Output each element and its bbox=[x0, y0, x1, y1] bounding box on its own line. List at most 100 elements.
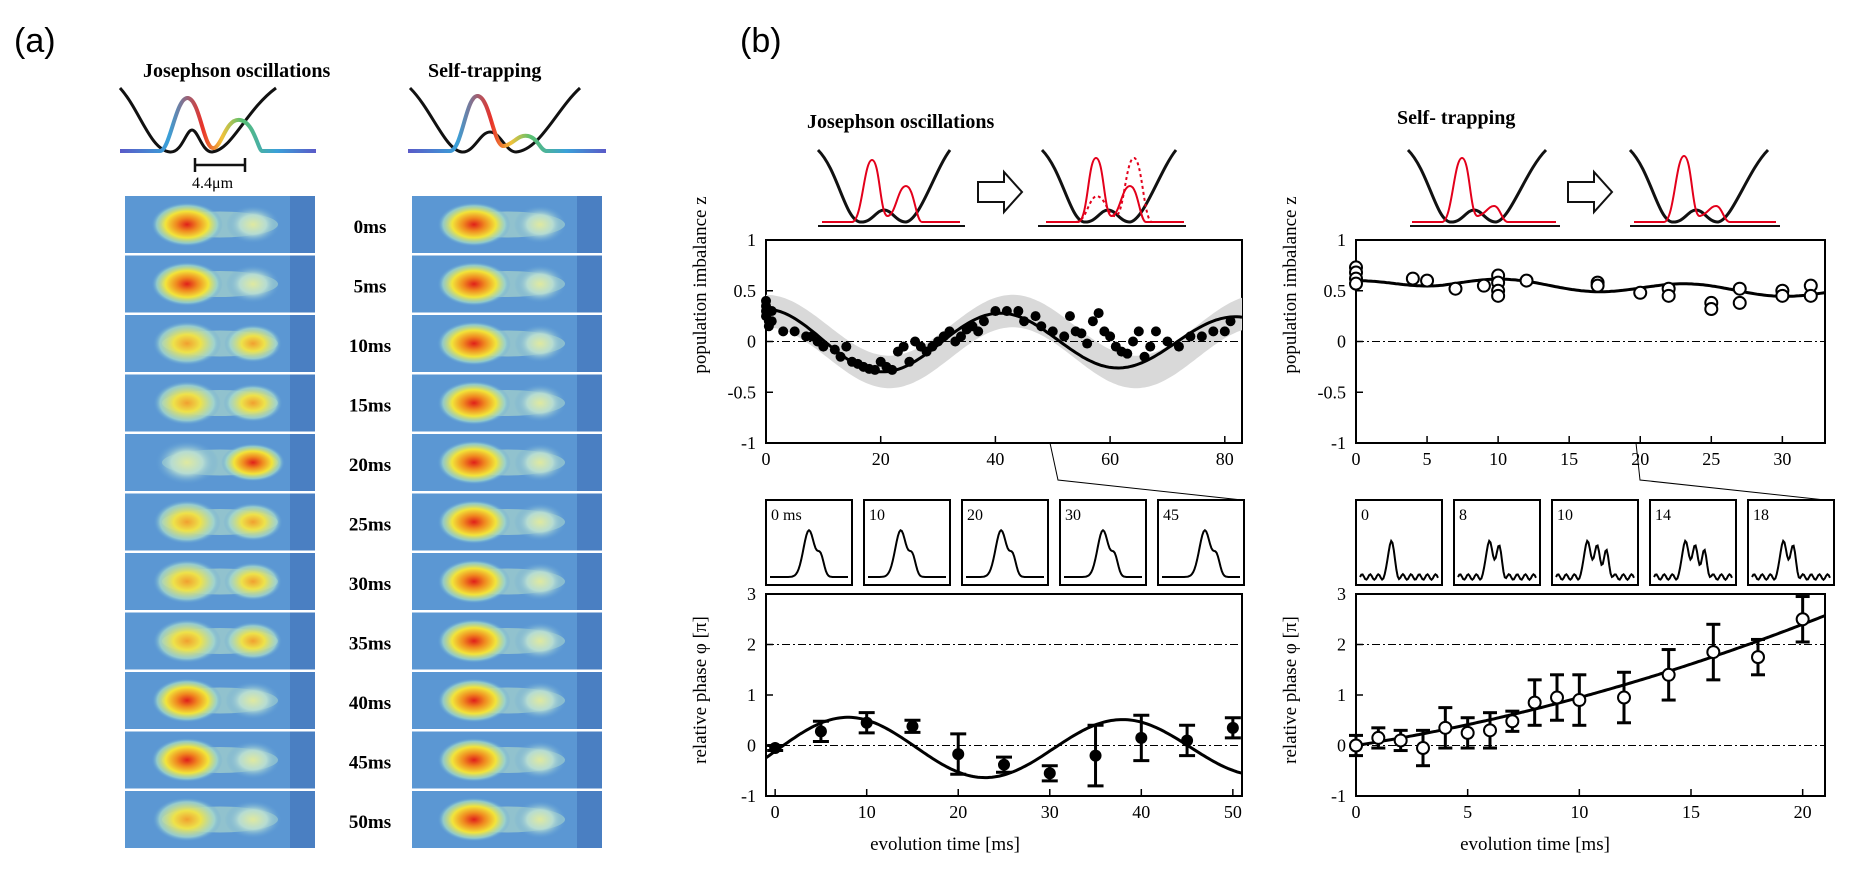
data-point bbox=[1208, 326, 1219, 337]
inset-time-label: 45 bbox=[1163, 507, 1179, 524]
density-inset bbox=[765, 499, 853, 586]
density-profile bbox=[1359, 538, 1439, 582]
x-tick-label: 25 bbox=[1702, 449, 1720, 469]
atom-cloud-left bbox=[151, 738, 223, 782]
inset-time-label: 0 bbox=[1361, 507, 1369, 524]
time-label: 20ms bbox=[349, 455, 391, 476]
density-profile bbox=[868, 529, 946, 578]
time-label: 0ms bbox=[354, 217, 387, 238]
y-tick-label: 0 bbox=[747, 332, 756, 352]
data-point bbox=[869, 364, 880, 375]
absorption-image-right bbox=[412, 672, 602, 729]
atom-cloud-right bbox=[225, 681, 281, 720]
inset-time-label: 18 bbox=[1753, 507, 1769, 524]
time-label: 15ms bbox=[349, 396, 391, 417]
image-edge-shade bbox=[577, 315, 602, 372]
fit-curve bbox=[1355, 614, 1826, 747]
fit-curve bbox=[765, 715, 1243, 780]
atom-cloud-right bbox=[514, 741, 566, 779]
panel-a-title-josephson: Josephson oscillations bbox=[143, 60, 330, 82]
data-point bbox=[1751, 650, 1765, 665]
absorption-image-right bbox=[412, 196, 602, 253]
image-edge-shade bbox=[577, 374, 602, 432]
atom-cloud-right bbox=[514, 443, 566, 482]
data-point bbox=[1082, 338, 1093, 349]
x-tick-label: 0 bbox=[771, 802, 780, 822]
data-point bbox=[990, 306, 1001, 317]
atom-cloud-left bbox=[437, 559, 511, 604]
density-inset bbox=[1453, 499, 1541, 586]
inset-time-label: 10 bbox=[869, 507, 885, 524]
density-profile bbox=[1555, 538, 1635, 582]
atom-cloud-left bbox=[151, 202, 223, 247]
atom-cloud-right bbox=[514, 681, 566, 720]
data-point bbox=[1162, 336, 1173, 347]
fit-curve bbox=[1356, 277, 1826, 298]
density-inset bbox=[1551, 499, 1639, 586]
data-point bbox=[1225, 316, 1236, 327]
x-tick-label: 10 bbox=[858, 802, 876, 822]
absorption-image-right bbox=[412, 255, 602, 313]
ylabel-bottom-left: relative phase φ [π] bbox=[690, 616, 711, 764]
y-tick-label: 1 bbox=[1337, 685, 1346, 705]
absorption-image-right bbox=[412, 434, 602, 491]
atom-cloud-right bbox=[513, 562, 567, 601]
data-point bbox=[1405, 271, 1420, 286]
absorption-image-right bbox=[412, 791, 602, 848]
atom-cloud-right bbox=[223, 503, 283, 541]
data-point bbox=[1036, 321, 1047, 332]
atom-cloud-left bbox=[151, 262, 223, 306]
density-profile bbox=[1064, 528, 1142, 578]
atom-cloud-right bbox=[514, 622, 566, 660]
absorption-image-right bbox=[412, 493, 602, 551]
atom-cloud-right bbox=[226, 205, 280, 244]
density-inset bbox=[1059, 499, 1147, 586]
data-point bbox=[998, 758, 1010, 771]
density-profile bbox=[770, 528, 848, 578]
image-edge-shade bbox=[577, 612, 602, 670]
image-edge-shade bbox=[290, 434, 315, 491]
density-inset bbox=[1649, 499, 1737, 586]
data-point bbox=[1219, 326, 1230, 337]
absorption-image-left bbox=[125, 434, 315, 491]
atom-cloud-left bbox=[437, 262, 511, 306]
y-tick-label: 1 bbox=[747, 685, 756, 705]
atom-cloud-right bbox=[514, 503, 566, 541]
data-point bbox=[1133, 326, 1144, 337]
y-tick-label: -0.5 bbox=[1318, 382, 1347, 402]
inset-time-label: 20 bbox=[967, 507, 983, 524]
y-tick-label: -1 bbox=[741, 433, 756, 453]
data-point bbox=[1704, 302, 1719, 317]
x-tick-label: 10 bbox=[1570, 802, 1588, 822]
data-point bbox=[1527, 695, 1542, 710]
ylabel-top-right: population imbalance z bbox=[1280, 196, 1301, 373]
density-inset bbox=[1355, 499, 1443, 586]
data-point bbox=[1393, 733, 1408, 748]
image-edge-shade bbox=[577, 553, 602, 610]
data-point bbox=[952, 748, 965, 761]
atom-cloud-left bbox=[437, 500, 511, 544]
y-tick-label: 1 bbox=[1337, 230, 1346, 250]
atom-cloud-right bbox=[514, 384, 566, 422]
data-point bbox=[1135, 731, 1148, 744]
data-point bbox=[1139, 351, 1150, 362]
atom-cloud-left bbox=[151, 678, 223, 723]
absorption-image-right bbox=[412, 553, 602, 610]
data-point bbox=[1043, 767, 1056, 780]
data-point bbox=[1196, 331, 1207, 342]
data-point bbox=[860, 716, 873, 729]
image-edge-shade bbox=[290, 315, 315, 372]
absorption-image-strips: 0ms 5ms 10ms 15ms 20ms 25ms 30ms 35ms 40ms 45ms 50… bbox=[125, 196, 602, 848]
data-point bbox=[955, 331, 966, 342]
time-label: 10ms bbox=[349, 336, 391, 357]
data-point bbox=[1572, 693, 1587, 708]
time-label: 45ms bbox=[349, 753, 391, 774]
absorption-image-left bbox=[125, 553, 315, 610]
data-point bbox=[1706, 645, 1721, 660]
data-point bbox=[1181, 734, 1194, 747]
data-point bbox=[1732, 281, 1747, 296]
data-point bbox=[789, 326, 800, 337]
data-point bbox=[1732, 295, 1747, 310]
time-label: 50ms bbox=[349, 812, 391, 833]
